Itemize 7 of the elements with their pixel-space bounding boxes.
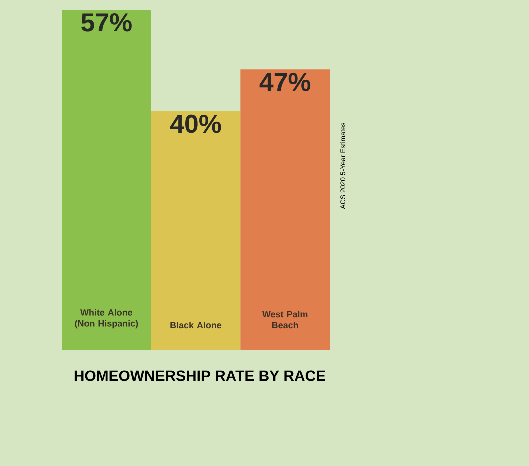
data-label: 57% xyxy=(82,14,132,32)
data-label: 40% xyxy=(170,114,222,134)
x-tick-label: White Alone (Non Hispanic) xyxy=(75,309,138,329)
data-label: 47% xyxy=(260,73,311,92)
x-tick-label: Black Alone xyxy=(170,322,222,329)
x-tick-label: West Palm Beach xyxy=(262,311,308,329)
text: HOMEOWNERSHIP RATE BY RACE xyxy=(74,370,326,382)
